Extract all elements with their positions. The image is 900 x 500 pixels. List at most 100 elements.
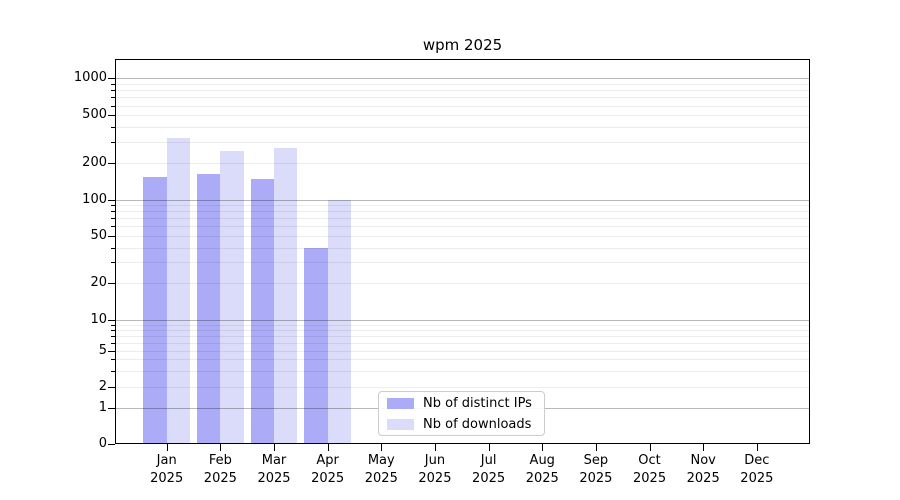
y-minor-tick-mark <box>111 324 115 326</box>
bar-distinct-ips-apr <box>304 247 328 444</box>
y-tick-label: 20 <box>90 275 107 291</box>
y-minor-tick-mark <box>111 329 115 331</box>
x-tick-mark <box>434 444 436 451</box>
y-gridline-minor <box>115 329 810 331</box>
y-tick-label: 100 <box>82 191 107 207</box>
y-gridline-minor <box>115 205 810 207</box>
y-minor-tick-mark <box>111 226 115 228</box>
x-tick-mark <box>166 444 168 451</box>
y-tick-mark <box>108 444 115 445</box>
bar-distinct-ips-mar <box>250 178 274 444</box>
y-minor-tick-mark <box>111 359 115 361</box>
y-tick-mark <box>108 408 115 410</box>
y-minor-tick-mark <box>111 247 115 249</box>
y-gridline-major <box>115 320 810 321</box>
bar-downloads-apr <box>327 199 351 444</box>
legend-item-downloads: Nb of downloads <box>387 417 536 432</box>
y-minor-tick-mark <box>111 236 115 237</box>
chart-title: wpm 2025 <box>422 36 503 54</box>
y-gridline-minor <box>115 211 810 213</box>
y-tick-label: 10 <box>90 312 107 327</box>
x-tick-mark <box>649 444 651 451</box>
y-gridline-minor <box>115 342 810 344</box>
x-tick-mark <box>595 444 597 451</box>
y-minor-tick-mark <box>111 163 115 164</box>
y-minor-tick-mark <box>111 141 115 143</box>
y-gridline-minor <box>115 324 810 326</box>
y-tick-label: 1 <box>98 400 107 416</box>
y-gridline-minor <box>115 126 810 128</box>
y-minor-tick-mark <box>111 283 115 285</box>
bar-downloads-feb <box>220 150 244 444</box>
y-tick-label: 200 <box>82 155 107 170</box>
y-gridline-minor <box>115 236 810 237</box>
y-gridline-minor <box>115 370 810 372</box>
y-gridline-minor <box>115 226 810 228</box>
x-tick-label-mar: Mar 2025 <box>257 453 291 486</box>
y-gridline-minor <box>115 283 810 285</box>
x-tick-label-oct: Oct 2025 <box>633 453 667 486</box>
y-tick-mark <box>108 320 115 321</box>
bar-downloads-mar <box>274 148 298 444</box>
x-tick-mark <box>274 444 275 451</box>
y-gridline-major <box>115 199 810 201</box>
y-minor-tick-mark <box>111 126 115 128</box>
y-minor-tick-mark <box>111 370 115 372</box>
y-tick-label: 500 <box>82 107 107 123</box>
y-gridline-major <box>115 78 810 80</box>
x-tick-mark <box>756 444 758 451</box>
y-gridline-minor <box>115 115 810 117</box>
y-minor-tick-mark <box>111 386 115 388</box>
y-minor-tick-mark <box>111 105 115 107</box>
y-minor-tick-mark <box>111 350 115 352</box>
x-tick-mark <box>381 444 383 451</box>
y-minor-tick-mark <box>111 90 115 92</box>
y-minor-tick-mark <box>111 218 115 220</box>
y-gridline-minor <box>115 386 810 388</box>
y-minor-tick-mark <box>111 262 115 264</box>
y-minor-tick-mark <box>111 83 115 85</box>
x-tick-label-nov: Nov 2025 <box>686 453 720 486</box>
y-tick-label: 0 <box>98 436 107 451</box>
y-tick-label: 1000 <box>73 70 107 86</box>
bar-distinct-ips-feb <box>197 174 221 444</box>
y-minor-tick-mark <box>111 335 115 337</box>
y-minor-tick-mark <box>111 205 115 207</box>
y-gridline-minor <box>115 335 810 337</box>
y-gridline-minor <box>115 359 810 361</box>
legend-item-distinct-ips: Nb of distinct IPs <box>387 396 536 411</box>
x-tick-mark <box>703 444 705 451</box>
legend-swatch-distinct-ips <box>387 397 414 409</box>
y-gridline-minor <box>115 247 810 249</box>
x-tick-label-jun: Jun 2025 <box>418 453 452 486</box>
x-tick-mark <box>542 444 544 451</box>
y-tick-label: 50 <box>90 228 107 243</box>
bar-downloads-jan <box>166 137 190 444</box>
x-tick-label-apr: Apr 2025 <box>311 453 345 486</box>
y-gridline-minor <box>115 97 810 99</box>
y-gridline-minor <box>115 141 810 143</box>
x-tick-label-may: May 2025 <box>364 453 398 486</box>
x-tick-mark <box>327 444 329 451</box>
x-tick-label-jul: Jul 2025 <box>472 453 506 486</box>
y-gridline-minor <box>115 218 810 220</box>
y-tick-mark <box>108 199 115 201</box>
x-tick-label-feb: Feb 2025 <box>203 453 237 486</box>
y-gridline-minor <box>115 262 810 264</box>
legend-swatch-downloads <box>387 418 414 430</box>
x-tick-mark <box>220 444 222 451</box>
y-minor-tick-mark <box>111 342 115 344</box>
legend-label-distinct-ips: Nb of distinct IPs <box>423 395 532 411</box>
legend-label-downloads: Nb of downloads <box>423 416 532 432</box>
y-tick-label: 2 <box>98 378 107 394</box>
x-tick-label-sep: Sep 2025 <box>579 453 613 486</box>
legend: Nb of distinct IPs Nb of downloads <box>378 391 545 436</box>
y-minor-tick-mark <box>111 97 115 99</box>
y-gridline-minor <box>115 350 810 352</box>
bar-distinct-ips-jan <box>143 177 167 444</box>
y-tick-mark <box>108 78 115 80</box>
y-gridline-minor <box>115 83 810 85</box>
x-tick-label-jan: Jan 2025 <box>150 453 184 486</box>
y-gridline-minor <box>115 90 810 92</box>
